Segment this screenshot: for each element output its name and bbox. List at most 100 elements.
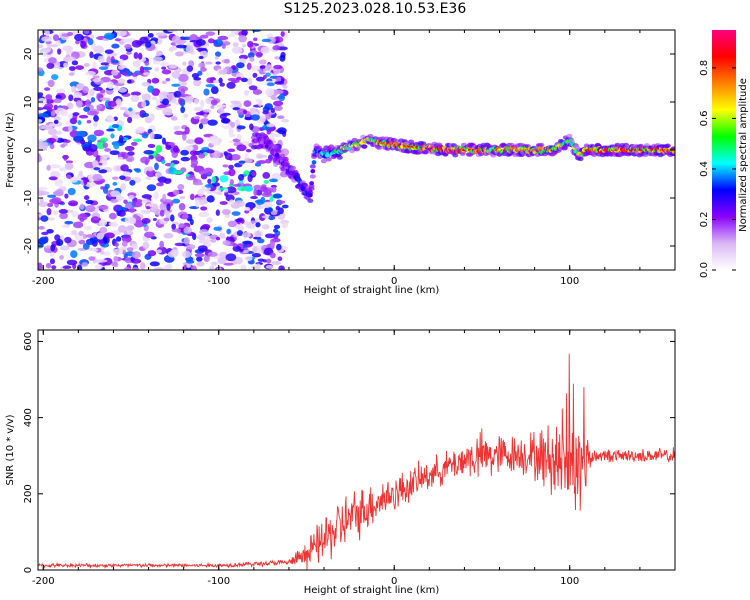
heatmap-cell <box>261 215 272 219</box>
bottom-x-tick-label: 100 <box>560 576 579 587</box>
heatmap-cell <box>126 247 134 252</box>
heatmap-cell <box>51 265 57 270</box>
heatmap-cell <box>46 164 51 171</box>
heatmap-cell <box>129 179 136 186</box>
heatmap-cell <box>64 193 69 199</box>
heatmap-cell <box>159 240 165 249</box>
heatmap-cell <box>39 236 48 245</box>
heatmap-cell <box>307 192 313 198</box>
heatmap-cell <box>45 262 52 269</box>
heatmap-cell <box>51 74 59 80</box>
heatmap-cell <box>228 199 235 205</box>
bottom-plot-frame <box>37 329 676 571</box>
heatmap-cell <box>254 230 262 238</box>
heatmap-cell <box>80 139 86 145</box>
heatmap-cell <box>89 51 94 59</box>
heatmap-cell <box>228 133 236 138</box>
heatmap-cell <box>108 222 114 226</box>
heatmap-cell <box>269 196 274 203</box>
heatmap-cell <box>46 217 56 221</box>
heatmap-cell <box>231 79 240 83</box>
heatmap-cell <box>264 103 273 111</box>
heatmap-cell <box>255 76 265 82</box>
heatmap-cell <box>174 125 181 130</box>
heatmap-cell <box>201 223 211 230</box>
top-y-tick-label: -10 <box>23 190 34 206</box>
heatmap-cell <box>180 88 185 96</box>
heatmap-cell <box>38 189 45 197</box>
heatmap-cell <box>197 245 208 252</box>
heatmap-cell <box>131 40 142 48</box>
colorbar <box>712 30 736 270</box>
heatmap-cell <box>56 88 66 94</box>
heatmap-cell <box>90 216 100 224</box>
heatmap-cell <box>253 188 258 197</box>
heatmap-cell <box>131 243 139 250</box>
heatmap-cell <box>216 191 223 196</box>
heatmap-cell <box>215 236 221 241</box>
heatmap-cell <box>44 30 50 37</box>
heatmap-cell <box>88 143 98 152</box>
heatmap-cell <box>273 224 281 230</box>
bottom-y-tick-label: 0 <box>23 567 34 573</box>
heatmap-cell <box>181 214 189 220</box>
heatmap-cell <box>186 65 194 72</box>
heatmap-cell <box>260 196 266 204</box>
heatmap-cell <box>92 248 98 252</box>
heatmap-cell <box>244 90 249 96</box>
heatmap-cell <box>93 129 105 137</box>
heatmap-cell <box>49 143 55 150</box>
heatmap-cell <box>119 58 124 66</box>
heatmap-cell <box>68 94 74 102</box>
heatmap-cell <box>130 258 142 264</box>
heatmap-cell <box>212 150 221 159</box>
heatmap-cell <box>124 145 135 152</box>
top-x-tick-label: 100 <box>560 276 579 287</box>
heatmap-cell <box>171 223 177 230</box>
heatmap-cell <box>119 106 128 111</box>
heatmap-cell <box>167 251 179 258</box>
heatmap-cell <box>218 77 223 84</box>
heatmap-cell <box>119 175 126 180</box>
heatmap-cell <box>219 232 225 239</box>
heatmap-cell <box>76 83 83 89</box>
heatmap-cell <box>183 237 190 245</box>
heatmap-cell <box>85 238 97 245</box>
heatmap-cell <box>220 117 231 124</box>
heatmap-cell <box>84 225 92 231</box>
heatmap-cell <box>273 105 283 111</box>
heatmap-cell <box>171 83 181 87</box>
heatmap-cell <box>577 156 584 162</box>
heatmap-cell <box>234 218 243 223</box>
heatmap-cell <box>151 96 158 101</box>
bottom-x-tick-label: -200 <box>32 576 55 587</box>
heatmap-cell <box>227 148 236 153</box>
heatmap-cell <box>244 185 254 192</box>
heatmap-cell <box>538 142 545 148</box>
heatmap-cell <box>70 250 78 259</box>
heatmap-cell <box>311 160 317 165</box>
heatmap-cell <box>272 100 284 107</box>
heatmap-cell <box>217 35 229 41</box>
heatmap-cell <box>105 116 115 123</box>
heatmap-cell <box>210 86 219 95</box>
heatmap-cell <box>143 149 155 155</box>
heatmap-cell <box>46 44 52 53</box>
heatmap-cell <box>262 171 271 179</box>
heatmap-cell <box>219 82 225 87</box>
heatmap-cell <box>217 256 227 265</box>
heatmap-cell <box>96 259 108 263</box>
heatmap-cell <box>264 88 275 97</box>
heatmap-cell <box>240 264 247 270</box>
heatmap-cell <box>189 193 195 201</box>
heatmap-cell <box>310 168 316 174</box>
heatmap-cell <box>118 87 127 93</box>
heatmap-cell <box>45 94 53 101</box>
heatmap-cell <box>64 162 74 170</box>
heatmap-cell <box>269 178 278 183</box>
heatmap-cell <box>48 57 57 64</box>
heatmap-cell <box>104 148 111 152</box>
top-y-tick-label: -20 <box>23 238 34 254</box>
heatmap-cell <box>154 162 159 171</box>
heatmap-cell <box>232 107 241 111</box>
